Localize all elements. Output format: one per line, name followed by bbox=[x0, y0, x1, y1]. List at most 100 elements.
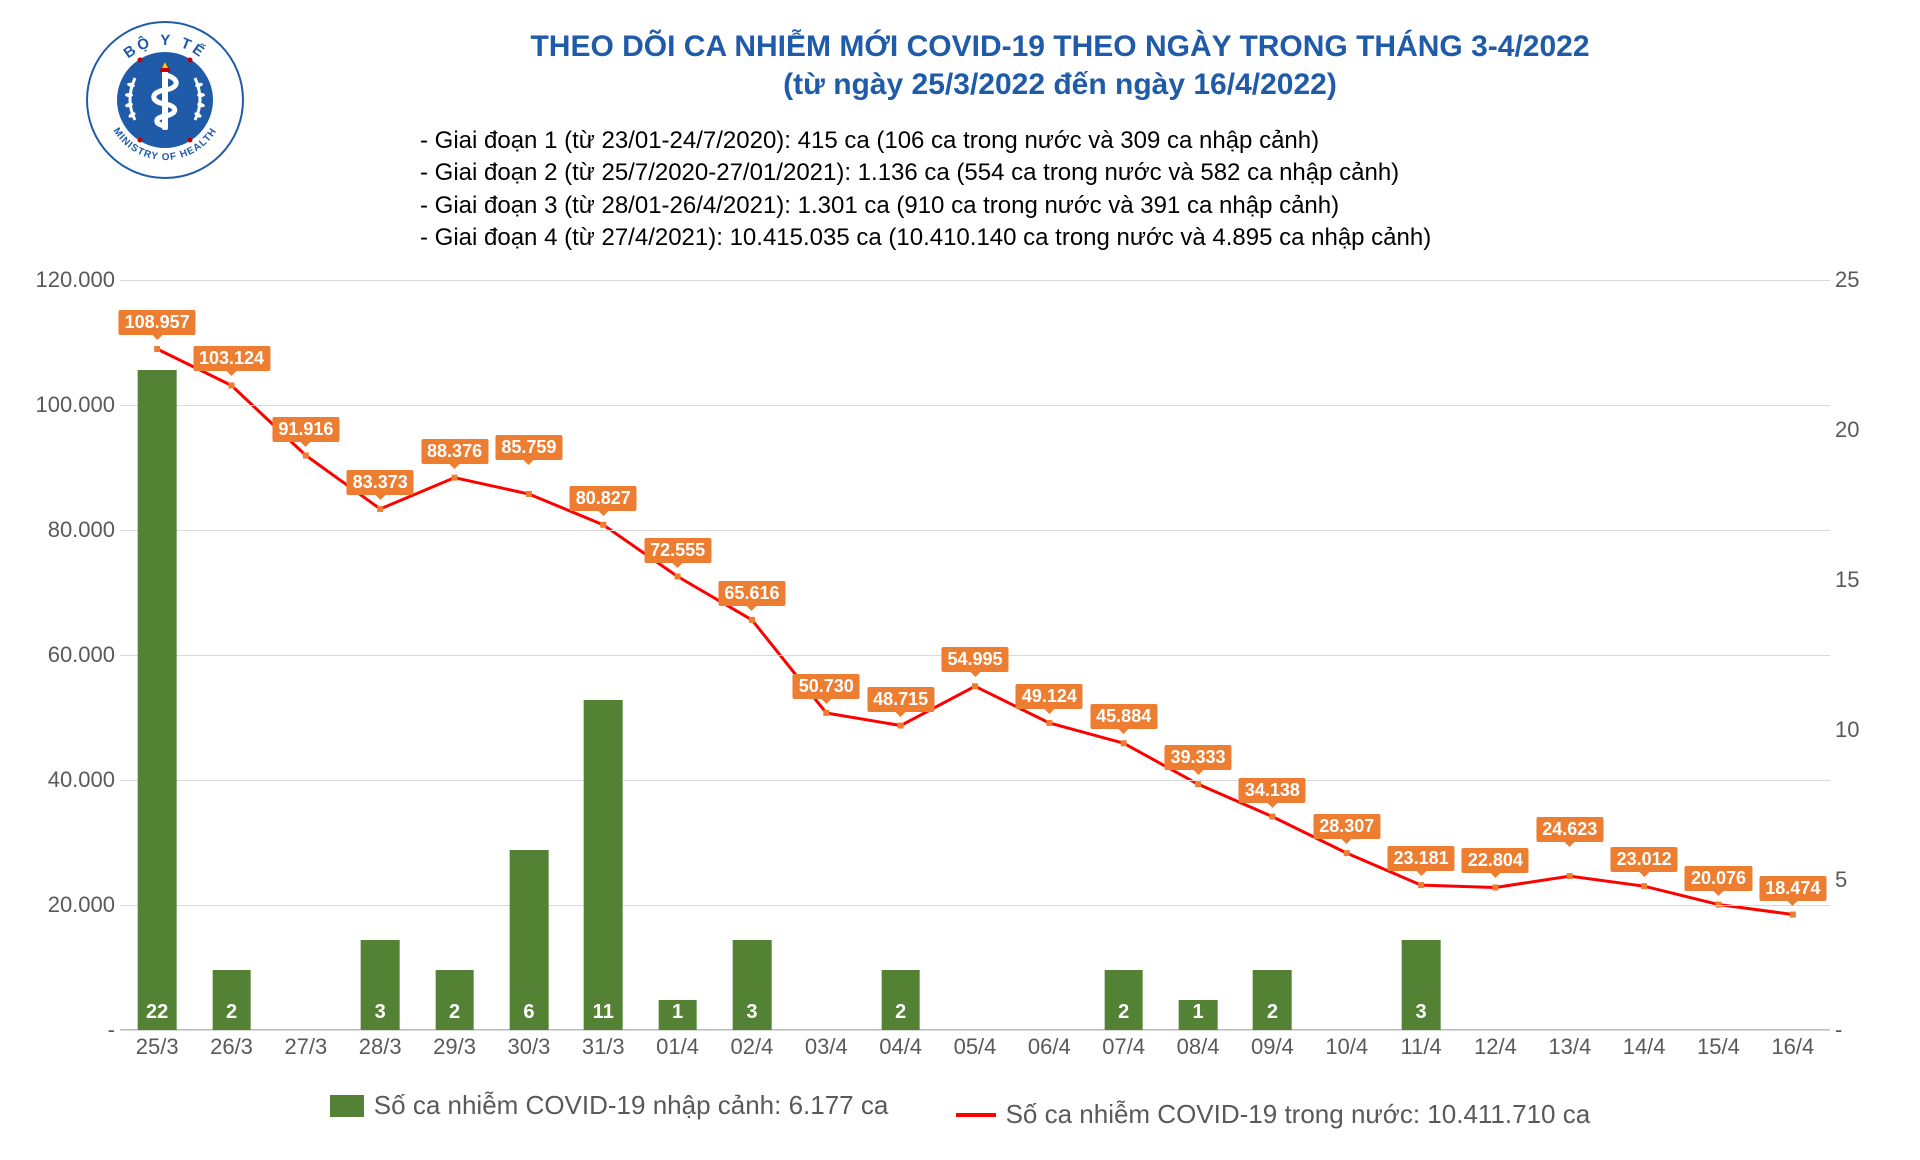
y-right-tick: - bbox=[1835, 1017, 1890, 1043]
bar bbox=[584, 700, 623, 1030]
line-data-label: 28.307 bbox=[1313, 814, 1380, 839]
x-tick: 28/3 bbox=[359, 1034, 402, 1060]
line-data-label: 23.181 bbox=[1388, 846, 1455, 871]
x-tick: 29/3 bbox=[433, 1034, 476, 1060]
x-tick: 01/4 bbox=[656, 1034, 699, 1060]
line-data-label: 24.623 bbox=[1536, 817, 1603, 842]
bar-label: 3 bbox=[375, 1001, 386, 1024]
x-tick: 13/4 bbox=[1548, 1034, 1591, 1060]
bar-label: 1 bbox=[1192, 1001, 1203, 1024]
bar-label: - bbox=[1492, 1001, 1499, 1024]
x-tick: 11/4 bbox=[1400, 1034, 1441, 1060]
x-tick: 16/4 bbox=[1771, 1034, 1814, 1060]
line-data-label: 23.012 bbox=[1611, 847, 1678, 872]
line-data-label: 48.715 bbox=[867, 687, 934, 712]
line-data-label: 20.076 bbox=[1685, 866, 1752, 891]
bar-label: - bbox=[1046, 1001, 1053, 1024]
y-left-tick: 100.000 bbox=[30, 392, 115, 418]
bar-label: 6 bbox=[523, 1001, 534, 1024]
x-tick: 08/4 bbox=[1177, 1034, 1220, 1060]
y-right-tick: 25 bbox=[1835, 267, 1890, 293]
x-tick: 02/4 bbox=[731, 1034, 774, 1060]
bar-label: 3 bbox=[1416, 1001, 1427, 1024]
x-tick: 04/4 bbox=[879, 1034, 922, 1060]
y-left-tick: 40.000 bbox=[30, 767, 115, 793]
bar-label: 3 bbox=[746, 1001, 757, 1024]
y-left-tick: 80.000 bbox=[30, 517, 115, 543]
bar-label: - bbox=[823, 1001, 830, 1024]
x-tick: 03/4 bbox=[805, 1034, 848, 1060]
x-tick: 07/4 bbox=[1102, 1034, 1145, 1060]
bar-label: - bbox=[1566, 1001, 1573, 1024]
x-tick: 27/3 bbox=[284, 1034, 327, 1060]
legend-bar-item: Số ca nhiễm COVID-19 nhập cảnh: 6.177 ca bbox=[330, 1090, 889, 1121]
bar-label: 2 bbox=[1118, 1001, 1129, 1024]
ministry-logo: BỘ Y TẾ MINISTRY OF HEALTH bbox=[85, 20, 245, 180]
x-tick: 06/4 bbox=[1028, 1034, 1071, 1060]
legend-bar-swatch bbox=[330, 1095, 364, 1117]
y-right-tick: 20 bbox=[1835, 417, 1890, 443]
plot-area: 25/32226/3227/3-28/3329/3230/3631/31101/… bbox=[120, 280, 1830, 1030]
bar-label: 2 bbox=[895, 1001, 906, 1024]
note-line: - Giai đoạn 3 (từ 28/01-26/4/2021): 1.30… bbox=[420, 190, 1820, 222]
line-data-label: 39.333 bbox=[1165, 745, 1232, 770]
x-tick: 31/3 bbox=[582, 1034, 625, 1060]
line-data-label: 80.827 bbox=[570, 486, 637, 511]
title-line-1: THEO DÕI CA NHIỄM MỚI COVID-19 THEO NGÀY… bbox=[300, 30, 1820, 64]
bar-label: 2 bbox=[449, 1001, 460, 1024]
bar-label: 2 bbox=[226, 1001, 237, 1024]
line-data-label: 91.916 bbox=[272, 417, 339, 442]
bar-label: - bbox=[1789, 1001, 1796, 1024]
line-data-label: 34.138 bbox=[1239, 778, 1306, 803]
y-right-tick: 5 bbox=[1835, 867, 1890, 893]
bar-label: 11 bbox=[593, 1001, 614, 1024]
note-line: - Giai đoạn 2 (từ 25/7/2020-27/01/2021):… bbox=[420, 157, 1820, 189]
bar bbox=[138, 370, 177, 1030]
note-line: - Giai đoạn 1 (từ 23/01-24/7/2020): 415 … bbox=[420, 125, 1820, 157]
x-tick: 26/3 bbox=[210, 1034, 253, 1060]
x-tick: 14/4 bbox=[1623, 1034, 1666, 1060]
y-left-tick: 120.000 bbox=[30, 267, 115, 293]
line-data-label: 22.804 bbox=[1462, 848, 1529, 873]
legend: Số ca nhiễm COVID-19 nhập cảnh: 6.177 ca… bbox=[0, 1090, 1920, 1130]
line-data-label: 50.730 bbox=[793, 674, 860, 699]
legend-bar-text: Số ca nhiễm COVID-19 nhập cảnh: 6.177 ca bbox=[374, 1090, 889, 1121]
line-data-label: 85.759 bbox=[495, 435, 562, 460]
bar-label: - bbox=[303, 1001, 310, 1024]
y-axis-left: -20.00040.00060.00080.000100.000120.000 bbox=[30, 280, 115, 1030]
x-tick: 25/3 bbox=[136, 1034, 179, 1060]
line-data-label: 108.957 bbox=[119, 310, 196, 335]
line-data-label: 45.884 bbox=[1090, 704, 1157, 729]
bar-label: - bbox=[1343, 1001, 1350, 1024]
bar-label: 2 bbox=[1267, 1001, 1278, 1024]
bar-label: - bbox=[1715, 1001, 1722, 1024]
chart-notes: - Giai đoạn 1 (từ 23/01-24/7/2020): 415 … bbox=[420, 125, 1820, 255]
y-right-tick: 15 bbox=[1835, 567, 1890, 593]
y-left-tick: 60.000 bbox=[30, 642, 115, 668]
chart-container: BỘ Y TẾ MINISTRY OF HEALTH bbox=[0, 0, 1920, 1160]
note-line: - Giai đoạn 4 (từ 27/4/2021): 10.415.035… bbox=[420, 222, 1820, 254]
x-tick: 05/4 bbox=[954, 1034, 997, 1060]
bar-label: 22 bbox=[146, 1001, 168, 1024]
bar-label: - bbox=[1641, 1001, 1648, 1024]
y-axis-right: -510152025 bbox=[1835, 280, 1890, 1030]
x-tick: 09/4 bbox=[1251, 1034, 1294, 1060]
x-tick: 12/4 bbox=[1474, 1034, 1517, 1060]
line-data-label: 49.124 bbox=[1016, 684, 1083, 709]
legend-line-swatch bbox=[956, 1113, 996, 1117]
bar-label: 1 bbox=[672, 1001, 683, 1024]
line-data-label: 54.995 bbox=[941, 647, 1008, 672]
bar-label: - bbox=[972, 1001, 979, 1024]
line-data-label: 83.373 bbox=[347, 470, 414, 495]
y-right-tick: 10 bbox=[1835, 717, 1890, 743]
x-tick: 30/3 bbox=[507, 1034, 550, 1060]
line-data-label: 103.124 bbox=[193, 346, 270, 371]
legend-line-item: Số ca nhiễm COVID-19 trong nước: 10.411.… bbox=[956, 1099, 1591, 1130]
y-left-tick: 20.000 bbox=[30, 892, 115, 918]
line-data-label: 88.376 bbox=[421, 439, 488, 464]
x-tick: 15/4 bbox=[1697, 1034, 1740, 1060]
title-line-2: (từ ngày 25/3/2022 đến ngày 16/4/2022) bbox=[300, 68, 1820, 102]
x-tick: 10/4 bbox=[1325, 1034, 1368, 1060]
line-data-label: 72.555 bbox=[644, 538, 711, 563]
chart-title: THEO DÕI CA NHIỄM MỚI COVID-19 THEO NGÀY… bbox=[300, 30, 1820, 102]
